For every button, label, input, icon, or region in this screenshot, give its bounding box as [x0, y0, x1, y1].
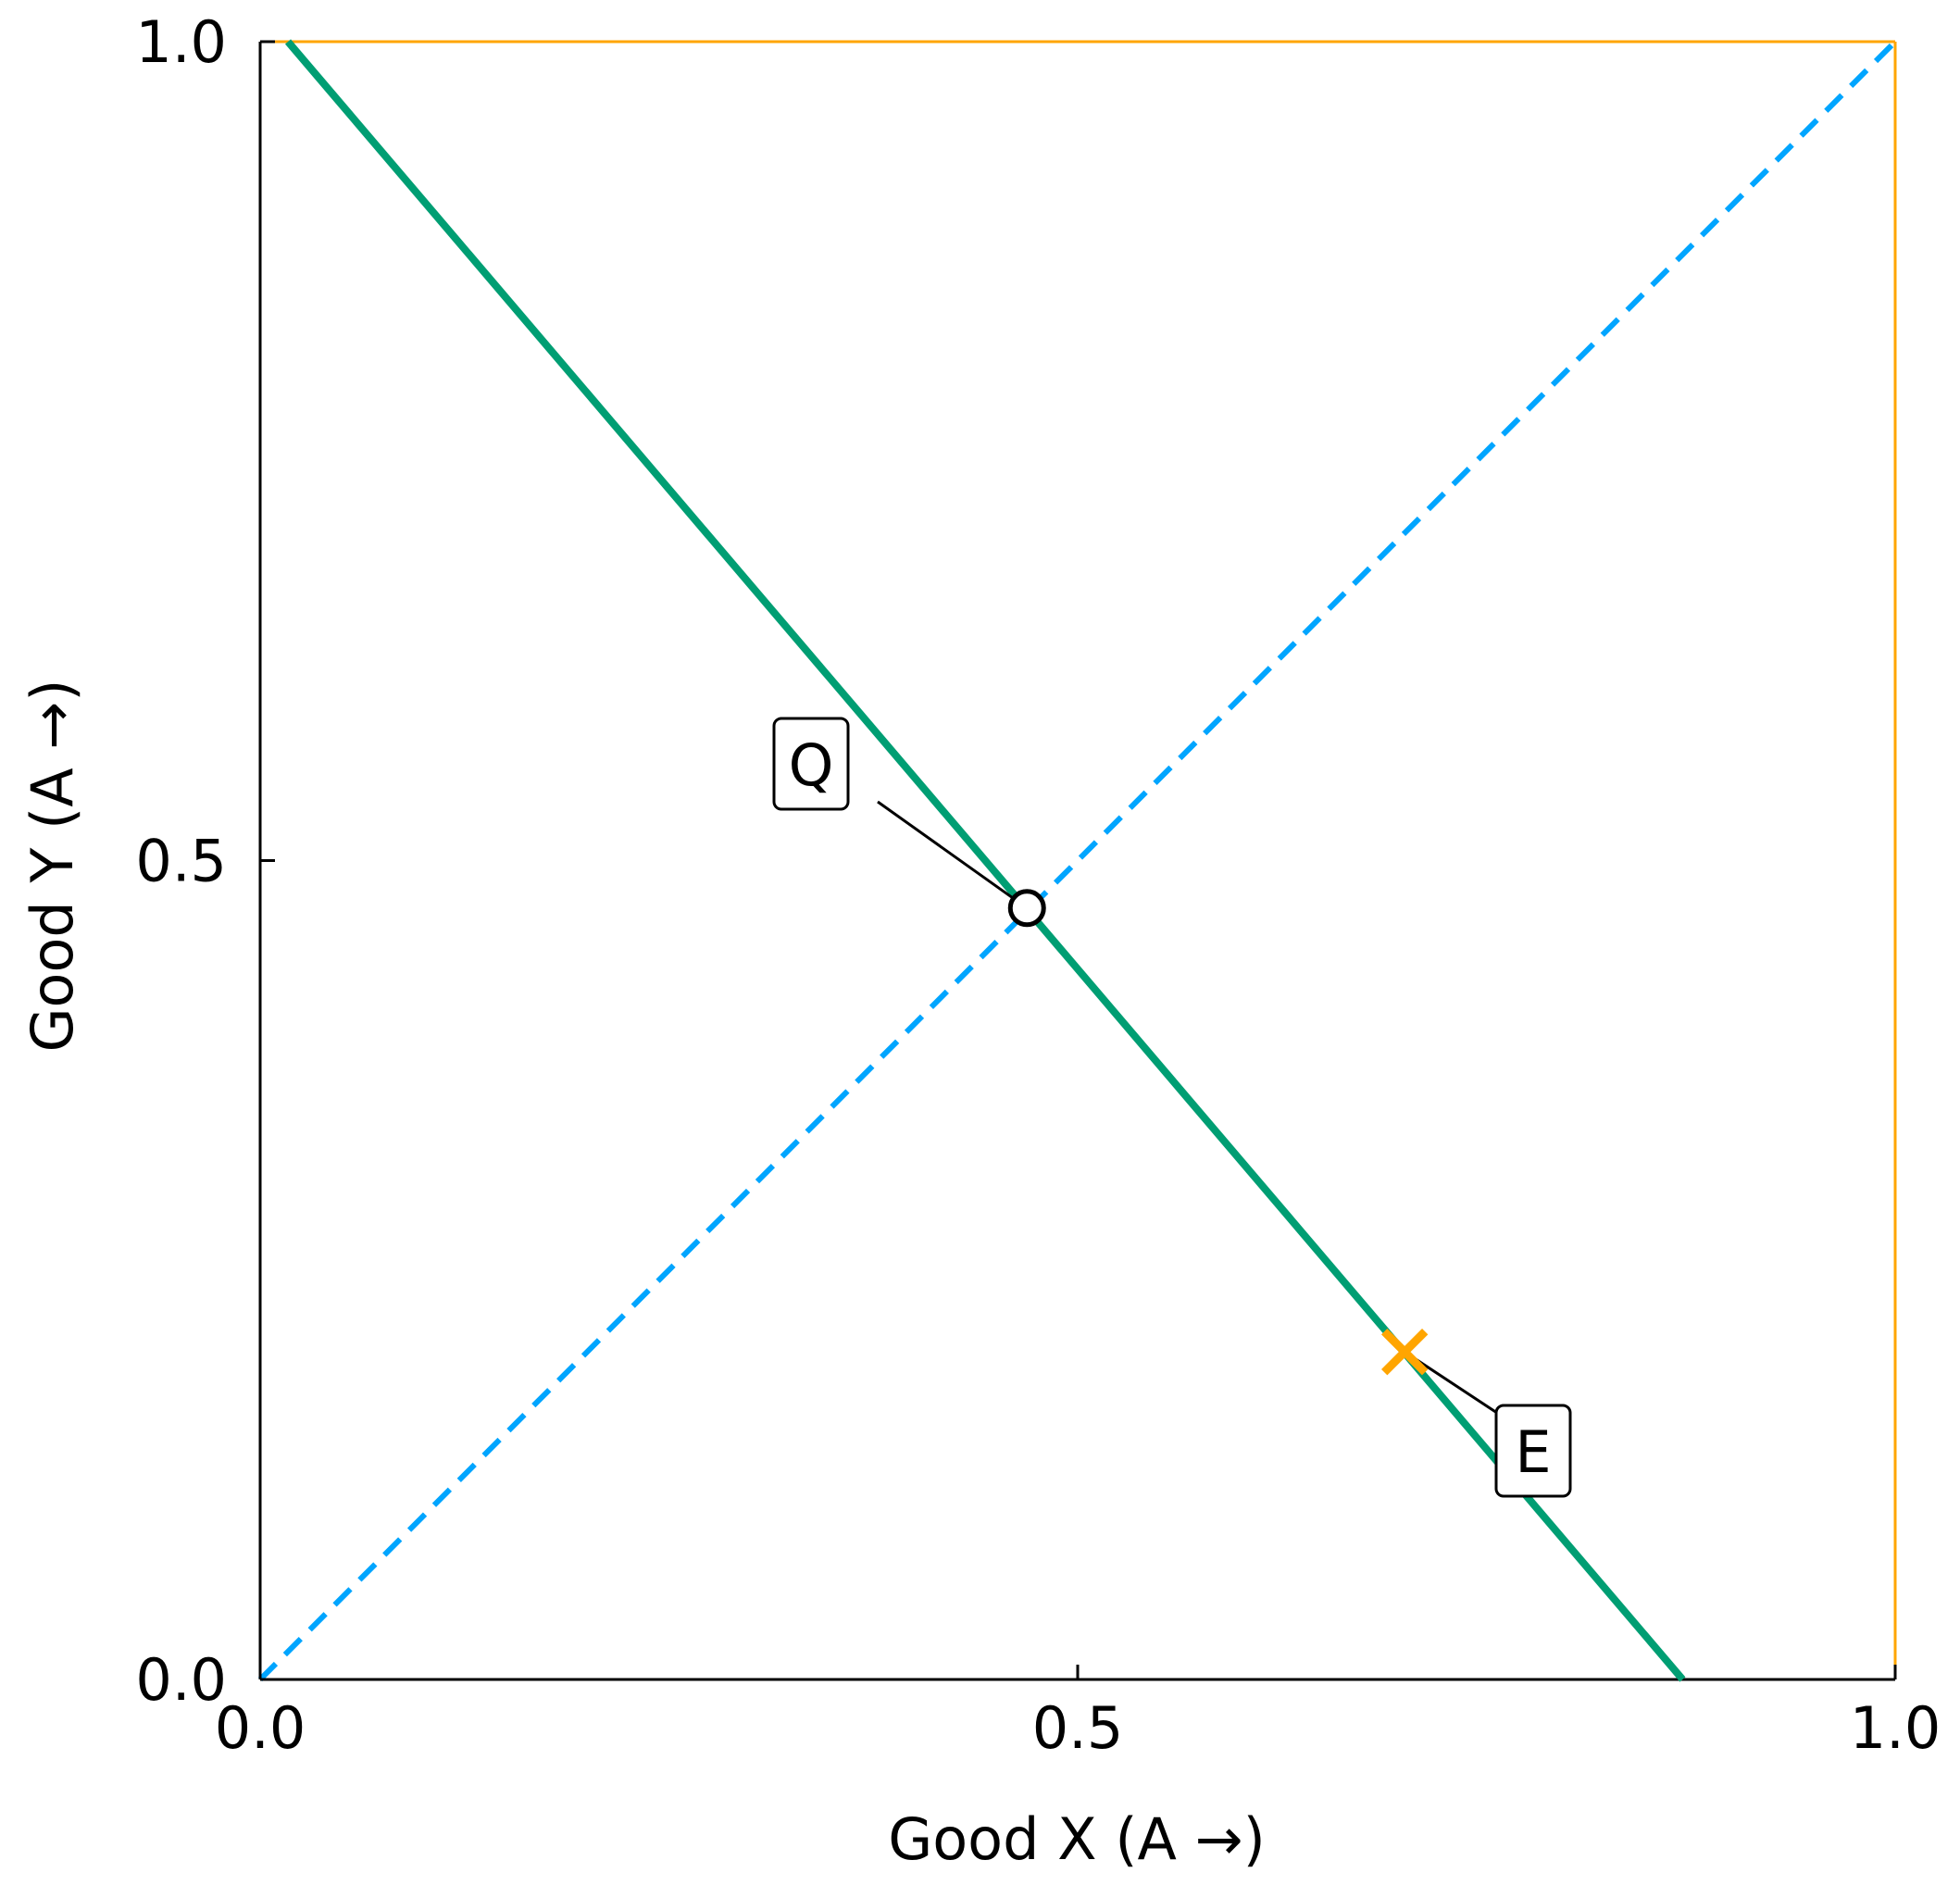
- budget-line: [284, 39, 1686, 1682]
- diagonal-dashed-line: [257, 39, 1898, 1682]
- point-q-label-box: [772, 717, 850, 811]
- point-e-label-box: [1494, 1404, 1572, 1498]
- points-layer: QE: [772, 717, 1572, 1498]
- edgeworth-box: [260, 40, 1897, 1679]
- y-tick-label: 0.0: [135, 1646, 227, 1714]
- ticks-layer: 0.0 0.5 1.0 0.0 0.5 1.0: [135, 8, 1941, 1762]
- x-tick-label: 1.0: [1850, 1694, 1941, 1762]
- point-q-label: Q: [789, 731, 834, 799]
- point-e-marker-b: [1381, 1329, 1429, 1376]
- point-q-marker: [1007, 889, 1046, 928]
- y-axis-title: Good Y (A →): [19, 680, 86, 1053]
- series-layer: [257, 39, 1898, 1682]
- y-tick-label: 1.0: [135, 8, 227, 76]
- x-tick-label: 0.0: [215, 1694, 306, 1762]
- axes: [258, 42, 1895, 1681]
- y-tick-label: 0.5: [135, 828, 227, 895]
- x-axis-title: Good X (A →): [888, 1805, 1266, 1873]
- point-e-label: E: [1515, 1418, 1551, 1486]
- point-q-leader: [877, 800, 1029, 910]
- x-tick-label: 0.5: [1032, 1694, 1124, 1762]
